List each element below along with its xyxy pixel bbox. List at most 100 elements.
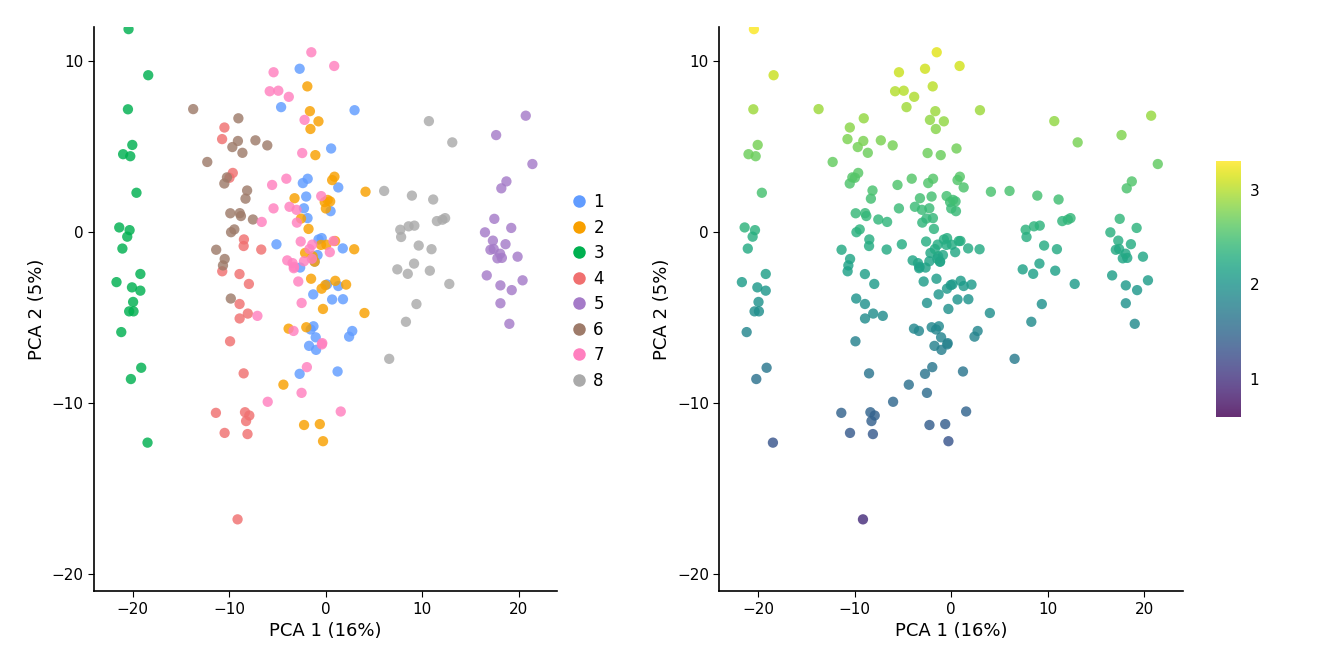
Point bbox=[489, 280, 511, 291]
Point bbox=[289, 63, 310, 74]
Point bbox=[1020, 317, 1042, 327]
Point bbox=[1117, 253, 1138, 263]
Point bbox=[336, 280, 358, 290]
Point bbox=[895, 101, 917, 112]
Point bbox=[257, 140, 278, 151]
Point bbox=[961, 280, 982, 290]
Point bbox=[903, 323, 925, 334]
Point bbox=[282, 258, 304, 269]
Point bbox=[294, 114, 316, 125]
Point bbox=[927, 289, 949, 300]
Point bbox=[937, 284, 958, 294]
Point bbox=[118, 306, 140, 317]
Point bbox=[1126, 222, 1148, 233]
Point bbox=[848, 167, 870, 178]
Point bbox=[755, 362, 777, 373]
Point bbox=[882, 140, 903, 151]
Point bbox=[515, 110, 536, 121]
Point bbox=[926, 274, 948, 284]
Point bbox=[969, 244, 991, 255]
Point bbox=[1046, 244, 1067, 255]
Point bbox=[1064, 279, 1086, 290]
Point bbox=[949, 171, 970, 182]
Point bbox=[379, 353, 401, 364]
Point bbox=[314, 203, 336, 214]
Point bbox=[222, 167, 243, 178]
Point bbox=[306, 250, 328, 261]
Point bbox=[292, 148, 313, 159]
Point bbox=[206, 245, 227, 255]
Point bbox=[884, 86, 906, 97]
Point bbox=[922, 81, 943, 92]
Point bbox=[935, 191, 957, 202]
Point bbox=[398, 221, 419, 232]
Point bbox=[298, 244, 320, 255]
Point bbox=[1132, 251, 1153, 262]
Point bbox=[302, 289, 324, 300]
Point bbox=[738, 149, 759, 159]
Point bbox=[353, 308, 375, 319]
Point bbox=[426, 216, 448, 226]
Point bbox=[298, 224, 320, 235]
Point bbox=[939, 197, 961, 208]
Point bbox=[507, 251, 528, 262]
Point bbox=[925, 324, 946, 335]
Point bbox=[438, 279, 460, 290]
Point bbox=[476, 270, 497, 281]
Point bbox=[231, 147, 253, 158]
Point bbox=[1107, 235, 1129, 246]
Point bbox=[918, 203, 939, 214]
Point bbox=[743, 24, 765, 34]
Point bbox=[109, 222, 130, 233]
Point bbox=[837, 266, 859, 277]
Point bbox=[230, 210, 251, 221]
Point bbox=[927, 251, 949, 261]
Point bbox=[106, 277, 128, 288]
Point bbox=[300, 124, 321, 134]
Point bbox=[841, 172, 863, 183]
Point bbox=[442, 137, 464, 148]
Point bbox=[235, 194, 257, 204]
Point bbox=[491, 253, 512, 263]
Point bbox=[300, 106, 321, 116]
Point bbox=[1120, 239, 1141, 249]
Point bbox=[934, 419, 956, 429]
Point bbox=[323, 236, 344, 247]
Point bbox=[304, 256, 325, 267]
Point bbox=[1124, 319, 1145, 329]
Point bbox=[950, 236, 972, 247]
Point bbox=[839, 122, 860, 133]
Point bbox=[500, 222, 521, 233]
Point bbox=[137, 70, 159, 81]
Point bbox=[849, 224, 871, 235]
Point bbox=[909, 325, 930, 336]
Point bbox=[888, 203, 910, 214]
Point bbox=[929, 321, 950, 332]
Point bbox=[876, 244, 898, 255]
Point bbox=[1015, 224, 1036, 235]
Point bbox=[297, 81, 319, 92]
Point bbox=[324, 236, 345, 247]
Point bbox=[331, 406, 352, 417]
Point bbox=[257, 396, 278, 407]
Point bbox=[289, 368, 310, 379]
Point bbox=[489, 249, 511, 259]
Point bbox=[211, 134, 233, 144]
Point bbox=[289, 262, 310, 273]
Point bbox=[1141, 110, 1163, 121]
Point bbox=[267, 85, 289, 96]
Point bbox=[930, 150, 952, 161]
Point bbox=[938, 436, 960, 447]
Point bbox=[406, 298, 427, 309]
Point bbox=[355, 186, 376, 197]
Point bbox=[1101, 270, 1122, 281]
Point bbox=[923, 341, 945, 351]
Point bbox=[290, 298, 312, 308]
Point bbox=[745, 224, 766, 235]
Point bbox=[321, 175, 343, 185]
Point bbox=[755, 269, 777, 280]
Point bbox=[927, 239, 949, 250]
Point bbox=[948, 236, 969, 247]
Point bbox=[491, 183, 512, 194]
Point bbox=[495, 239, 516, 249]
